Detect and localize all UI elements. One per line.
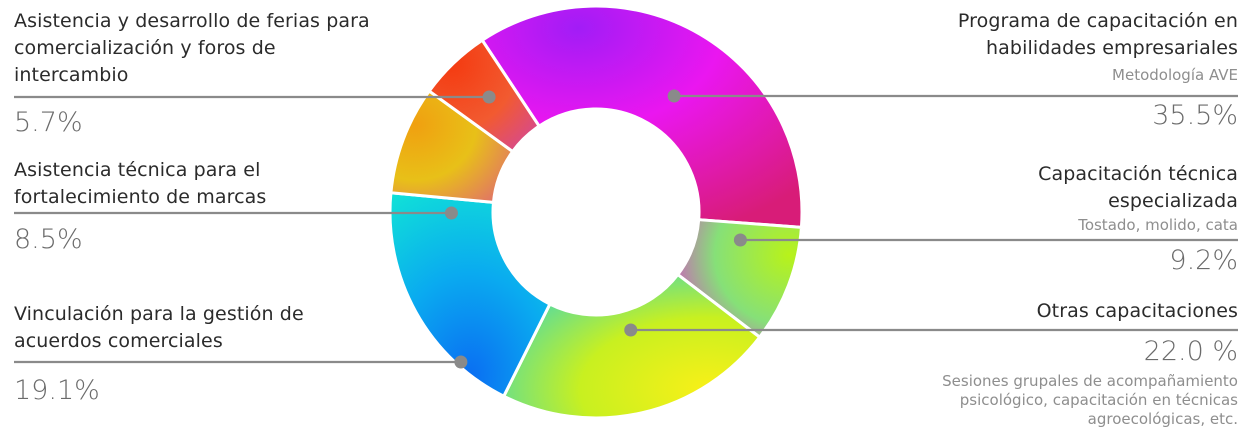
value-vinculacion: 19.1% [14,375,100,406]
value-otras: 22.0 % [1143,336,1238,367]
value-marcas: 8.5% [14,224,83,255]
marker-vinculacion [454,355,468,369]
value-tecnica: 9.2% [1169,245,1238,276]
label-otras: Otras capacitaciones [1036,300,1238,322]
value-habilidades: 35.5% [1152,100,1238,131]
sublabel-tecnica: Tostado, molido, cata [1078,216,1238,234]
sublabel-habilidades: Metodología AVE [1112,66,1238,84]
marker-otras [624,323,638,337]
slice-otras [501,272,762,420]
slice-vinculacion [388,191,552,399]
marker-ferias [482,90,496,104]
label-habilidades: Programa de capacitación en habilidades … [957,10,1238,59]
label-marcas: Asistencia técnica para el fortalecimien… [14,159,267,208]
marker-tecnica [733,233,747,247]
label-tecnica: Capacitación técnica especializada [1038,163,1238,212]
value-ferias: 5.7% [14,107,83,138]
marker-habilidades [667,89,681,103]
marker-marcas [444,206,458,220]
label-vinculacion: Vinculación para la gestión de acuerdos … [14,303,304,352]
sublabel-otras: Sesiones grupales de acompañamiento psic… [942,372,1238,428]
slice-habilidades [480,4,804,229]
label-ferias: Asistencia y desarrollo de ferias para c… [14,10,370,86]
